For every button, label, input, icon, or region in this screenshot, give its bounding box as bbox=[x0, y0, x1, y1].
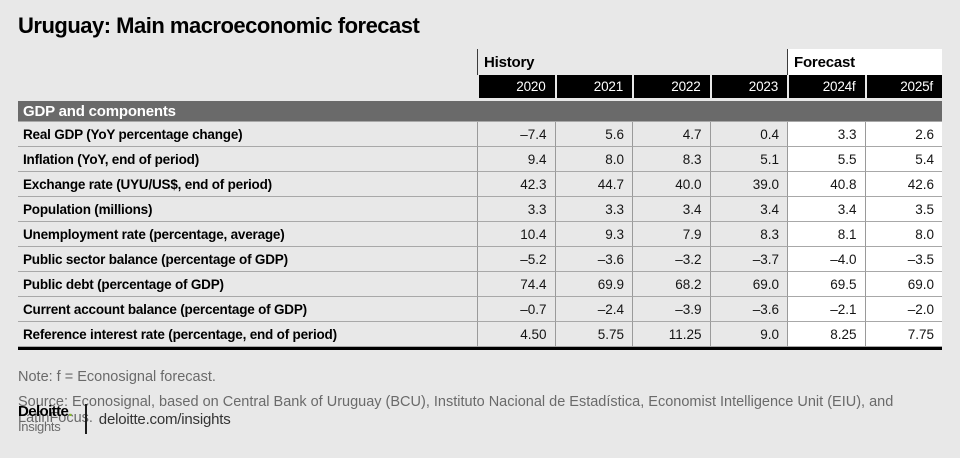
cell-2022: 8.3 bbox=[632, 147, 710, 172]
cell-2020: –0.7 bbox=[477, 297, 555, 322]
year-col-2023: 2023 bbox=[709, 75, 787, 98]
cell-2024f: 5.5 bbox=[787, 147, 865, 172]
cell-2020: 4.50 bbox=[477, 322, 555, 347]
deloitte-wordmark: Deloitte. bbox=[18, 403, 72, 420]
table-row: Population (millions) 3.3 3.3 3.4 3.4 3.4 3.5 bbox=[18, 197, 942, 222]
cell-2021: 3.3 bbox=[554, 197, 632, 222]
cell-2021: 9.3 bbox=[554, 222, 632, 247]
cell-2025f: –3.5 bbox=[864, 247, 942, 272]
forecast-header: Forecast bbox=[787, 49, 942, 75]
cell-2025f: 3.5 bbox=[864, 197, 942, 222]
row-label: Public debt (percentage of GDP) bbox=[18, 272, 477, 297]
cell-2022: –3.2 bbox=[632, 247, 710, 272]
cell-2023: 8.3 bbox=[709, 222, 787, 247]
row-label: Reference interest rate (percentage, end… bbox=[18, 322, 477, 347]
section-row: GDP and components bbox=[18, 98, 942, 122]
cell-2025f: 8.0 bbox=[864, 222, 942, 247]
cell-2023: –3.6 bbox=[709, 297, 787, 322]
cell-2021: 5.75 bbox=[554, 322, 632, 347]
cell-2022: 40.0 bbox=[632, 172, 710, 197]
cell-2024f: 3.4 bbox=[787, 197, 865, 222]
cell-2020: 42.3 bbox=[477, 172, 555, 197]
history-header: History bbox=[477, 49, 787, 75]
cell-2024f: 69.5 bbox=[787, 272, 865, 297]
table-row: Unemployment rate (percentage, average) 1… bbox=[18, 222, 942, 247]
years-spacer bbox=[18, 75, 477, 98]
section-header: GDP and components bbox=[18, 98, 942, 122]
cell-2022: 11.25 bbox=[632, 322, 710, 347]
header-spacer bbox=[18, 49, 477, 75]
year-col-2025f: 2025f bbox=[864, 75, 942, 98]
table-row: Real GDP (YoY percentage change) –7.4 5.6 4… bbox=[18, 122, 942, 147]
cell-2022: 68.2 bbox=[632, 272, 710, 297]
cell-2024f: 40.8 bbox=[787, 172, 865, 197]
cell-2021: 8.0 bbox=[554, 147, 632, 172]
footer-divider bbox=[84, 404, 87, 435]
cell-2020: 10.4 bbox=[477, 222, 555, 247]
cell-2023: –3.7 bbox=[709, 247, 787, 272]
deloitte-insights-logo: Deloitte. Insights bbox=[18, 404, 72, 434]
table-row: Current account balance (percentage of G… bbox=[18, 297, 942, 322]
column-group-row: History Forecast bbox=[18, 49, 942, 75]
cell-2024f: 8.1 bbox=[787, 222, 865, 247]
row-label: Inflation (YoY, end of period) bbox=[18, 147, 477, 172]
cell-2020: 3.3 bbox=[477, 197, 555, 222]
cell-2023: 9.0 bbox=[709, 322, 787, 347]
cell-2023: 3.4 bbox=[709, 197, 787, 222]
table-row: Exchange rate (UYU/US$, end of period) 42… bbox=[18, 172, 942, 197]
cell-2020: 74.4 bbox=[477, 272, 555, 297]
cell-2021: 69.9 bbox=[554, 272, 632, 297]
cell-2024f: –4.0 bbox=[787, 247, 865, 272]
cell-2025f: 69.0 bbox=[864, 272, 942, 297]
cell-2020: –5.2 bbox=[477, 247, 555, 272]
forecast-table: History Forecast 2020 2021 2022 2023 2024f 20… bbox=[18, 49, 942, 350]
cell-2020: –7.4 bbox=[477, 122, 555, 147]
year-col-2022: 2022 bbox=[632, 75, 710, 98]
table-row: Reference interest rate (percentage, end… bbox=[18, 322, 942, 347]
cell-2022: 4.7 bbox=[632, 122, 710, 147]
footer-url: deloitte.com/insights bbox=[98, 410, 231, 428]
note-text: Note: f = Econosignal forecast. bbox=[18, 369, 216, 385]
cell-2023: 69.0 bbox=[709, 272, 787, 297]
page-title: Uruguay: Main macroeconomic forecast bbox=[18, 13, 420, 38]
year-col-2020: 2020 bbox=[477, 75, 555, 98]
cell-2022: –3.9 bbox=[632, 297, 710, 322]
cell-2025f: 7.75 bbox=[864, 322, 942, 347]
cell-2025f: 42.6 bbox=[864, 172, 942, 197]
row-label: Unemployment rate (percentage, average) bbox=[18, 222, 477, 247]
row-label: Exchange rate (UYU/US$, end of period) bbox=[18, 172, 477, 197]
deloitte-green-period: . bbox=[68, 403, 72, 420]
row-label: Public sector balance (percentage of GDP… bbox=[18, 247, 477, 272]
cell-2022: 3.4 bbox=[632, 197, 710, 222]
source-text: Source: Econosignal, based on Central Ba… bbox=[18, 394, 894, 426]
table-row: Inflation (YoY, end of period) 9.4 8.0 8.3 5… bbox=[18, 147, 942, 172]
cell-2023: 0.4 bbox=[709, 122, 787, 147]
table-row: Public debt (percentage of GDP) 74.4 69.9 6… bbox=[18, 272, 942, 297]
cell-2025f: –2.0 bbox=[864, 297, 942, 322]
cell-2025f: 2.6 bbox=[864, 122, 942, 147]
year-col-2024f: 2024f bbox=[787, 75, 865, 98]
cell-2021: 5.6 bbox=[554, 122, 632, 147]
row-label: Current account balance (percentage of G… bbox=[18, 297, 477, 322]
table-row: Public sector balance (percentage of GDP… bbox=[18, 247, 942, 272]
year-col-2021: 2021 bbox=[554, 75, 632, 98]
cell-2021: –2.4 bbox=[554, 297, 632, 322]
cell-2024f: 3.3 bbox=[787, 122, 865, 147]
cell-2024f: 8.25 bbox=[787, 322, 865, 347]
insights-wordmark: Insights bbox=[18, 418, 61, 434]
cell-2021: –3.6 bbox=[554, 247, 632, 272]
cell-2022: 7.9 bbox=[632, 222, 710, 247]
cell-2024f: –2.1 bbox=[787, 297, 865, 322]
years-row: 2020 2021 2022 2023 2024f 2025f bbox=[18, 75, 942, 98]
cell-2025f: 5.4 bbox=[864, 147, 942, 172]
cell-2023: 5.1 bbox=[709, 147, 787, 172]
row-label: Real GDP (YoY percentage change) bbox=[18, 122, 477, 147]
cell-2020: 9.4 bbox=[477, 147, 555, 172]
cell-2023: 39.0 bbox=[709, 172, 787, 197]
row-label: Population (millions) bbox=[18, 197, 477, 222]
footer: Deloitte. Insights deloitte.com/insights bbox=[18, 404, 231, 435]
cell-2021: 44.7 bbox=[554, 172, 632, 197]
